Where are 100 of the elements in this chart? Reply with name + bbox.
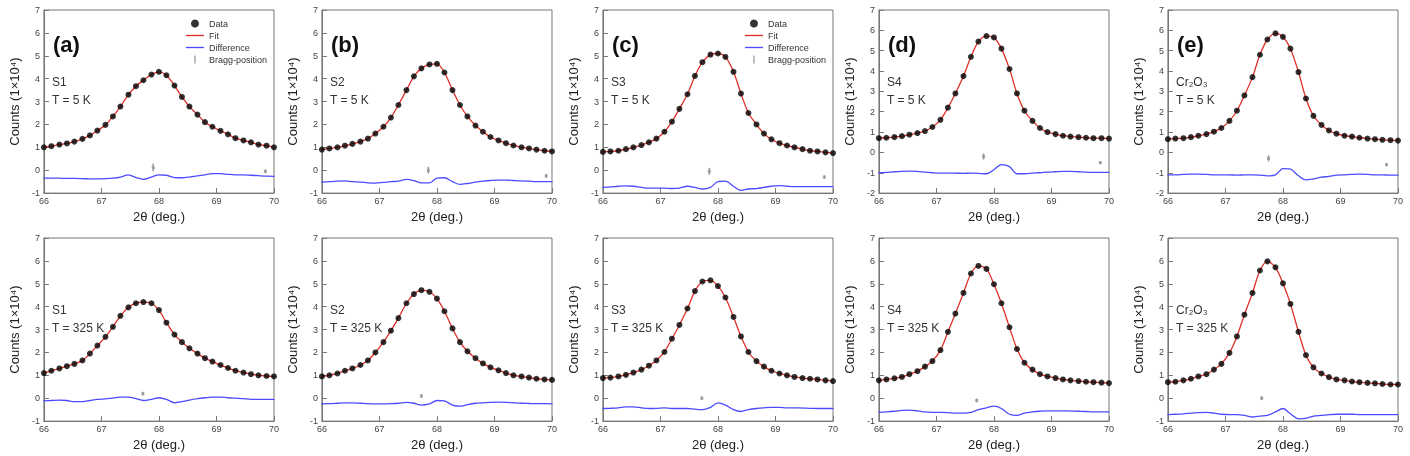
point [140, 77, 147, 84]
x-tick-label: 68 [1277, 423, 1288, 434]
point [1364, 379, 1371, 386]
point [883, 134, 890, 141]
y-tick-label: 6 [1158, 25, 1164, 36]
point [403, 300, 410, 307]
point [676, 321, 683, 328]
point [240, 137, 247, 144]
legend-label: Fit [767, 30, 779, 41]
legend-label: Bragg-position [208, 54, 268, 65]
point [944, 104, 951, 111]
point [691, 288, 698, 295]
point [63, 363, 70, 370]
point [232, 367, 239, 374]
y-tick-label: 0 [593, 393, 599, 404]
point [1249, 74, 1256, 81]
point [921, 128, 928, 135]
annotation: T = 5 K [887, 93, 926, 107]
point [155, 68, 162, 75]
y-tick-label: -1 [590, 188, 599, 199]
point [1279, 33, 1286, 40]
point [63, 140, 70, 147]
point [952, 90, 959, 97]
point [132, 300, 139, 307]
point [622, 146, 629, 153]
y-tick-label: 7 [312, 233, 318, 243]
point [48, 143, 55, 150]
text: (b) [331, 31, 360, 57]
point [426, 61, 433, 68]
point [875, 377, 882, 384]
point [479, 360, 486, 367]
x-tick-label: 69 [211, 195, 222, 206]
annotation: S4 [887, 75, 902, 89]
point [1379, 136, 1386, 143]
point [495, 137, 502, 144]
x-tick-label: 70 [268, 423, 279, 434]
point [937, 347, 944, 354]
y-tick-label: 6 [1158, 255, 1164, 266]
point [684, 305, 691, 312]
point [1187, 134, 1194, 141]
annotation: T = 325 K [330, 321, 383, 335]
point [178, 93, 185, 100]
point [357, 362, 364, 369]
point [247, 139, 254, 146]
x-axis-title: 2θ (deg.) [967, 437, 1020, 452]
y-axis-title: Counts (1×10⁴) [842, 57, 857, 146]
point [1203, 371, 1210, 378]
point [433, 60, 440, 67]
point [1348, 378, 1355, 385]
y-tick-label: 4 [34, 73, 40, 84]
point [1180, 377, 1187, 384]
point [906, 131, 913, 138]
point [464, 348, 471, 355]
y-tick-label: -1 [309, 416, 318, 427]
point [1021, 359, 1028, 366]
point [1172, 378, 1179, 385]
point [814, 148, 821, 155]
y-axis-title: Counts (1×10⁴) [566, 57, 581, 146]
y-tick-label: 1 [1158, 127, 1164, 138]
y-tick-label: -2 [1155, 188, 1164, 199]
point [998, 300, 1005, 307]
point [125, 304, 132, 311]
point [1067, 133, 1074, 140]
annotation: Cr₂O₃ [1176, 75, 1208, 89]
point [1029, 117, 1036, 124]
point [224, 365, 231, 371]
point [186, 345, 193, 352]
x-tick-label: 69 [770, 195, 781, 206]
point [776, 140, 783, 147]
annotation: S3 [611, 303, 626, 317]
y-tick-label: 7 [593, 233, 599, 243]
y-tick-label: 6 [312, 255, 318, 266]
point [645, 362, 652, 369]
point [967, 53, 974, 60]
y-tick-label: 4 [869, 301, 875, 312]
annotation: Cr₂O₃ [1176, 303, 1208, 317]
x-axis-title: 2θ (deg.) [1256, 209, 1309, 224]
point [449, 325, 456, 332]
annotation: S3 [611, 75, 626, 89]
y-tick-label: 7 [34, 233, 40, 243]
point [255, 372, 262, 379]
point [891, 375, 898, 382]
point [387, 114, 394, 121]
x-tick-label: 68 [153, 423, 164, 434]
y-tick-label: 2 [869, 347, 875, 358]
point [906, 371, 913, 378]
point [418, 287, 425, 294]
point [102, 121, 109, 128]
y-tick-label: 1 [34, 370, 40, 381]
legend-label: Difference [208, 42, 250, 53]
annotation: T = 5 K [52, 93, 91, 107]
point [94, 342, 101, 349]
y-tick-label: 0 [869, 393, 875, 404]
point [730, 68, 737, 75]
point [426, 288, 433, 295]
point [464, 113, 471, 120]
point [1295, 328, 1302, 335]
point [1036, 125, 1043, 131]
point [334, 144, 341, 151]
legend-label: Data [208, 18, 228, 29]
